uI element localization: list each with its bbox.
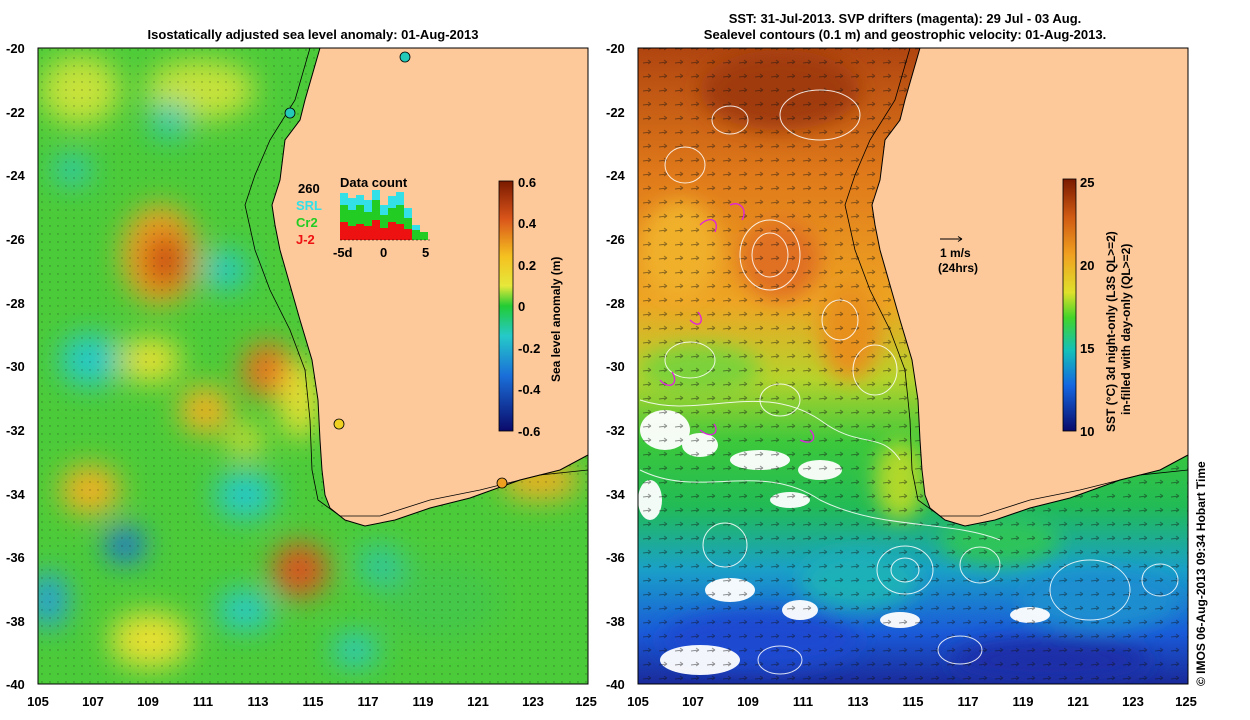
svg-text:-34: -34 [606,487,626,502]
sla-tick-6: -0.6 [518,424,540,439]
svg-text:117: 117 [958,694,979,709]
svg-text:-30: -30 [606,359,625,374]
svg-text:117: 117 [358,694,379,709]
svg-text:113: 113 [248,694,269,709]
inset-legend-cr2: Cr2 [296,215,318,230]
svg-text:119: 119 [413,694,434,709]
svg-text:107: 107 [82,694,104,709]
svg-text:121: 121 [467,694,489,709]
svg-text:123: 123 [1122,694,1144,709]
svg-text:105: 105 [627,694,649,709]
sst-tick-2: 15 [1080,341,1094,356]
inset-xtick-2: 5 [422,245,429,260]
inset-xtick-0: -5d [333,245,353,260]
svg-text:109: 109 [737,694,759,709]
sst-colorbar [1062,178,1077,432]
svg-text:-26: -26 [606,232,625,247]
inset-legend-j2: J-2 [296,232,315,247]
sst-colorbar-label-1: SST (°C) 3d night-only (L3S QL>=2) [1104,231,1118,432]
svg-text:-36: -36 [606,550,625,565]
inset-xtick-1: 0 [380,245,387,260]
shelf-contour [244,48,588,517]
sla-tick-1: 0.4 [518,216,537,231]
coastline [271,48,588,527]
svg-text:-36: -36 [6,550,25,565]
svg-text:-22: -22 [6,105,25,120]
svg-text:-40: -40 [606,677,625,692]
left-lon-ticks: 105 107 109 111 113 115 117 119 121 123 … [27,694,597,709]
svg-text:-38: -38 [606,614,625,629]
sst-tick-1: 20 [1080,258,1094,273]
svg-text:-24: -24 [606,168,626,183]
svg-text:-22: -22 [606,105,625,120]
svg-text:-20: -20 [6,41,25,56]
svg-text:125: 125 [575,694,597,709]
sla-tick-2: 0.2 [518,258,536,273]
svg-text:111: 111 [193,694,213,709]
svg-text:-28: -28 [606,296,625,311]
svg-text:125: 125 [1175,694,1197,709]
velocity-scale-sub: (24hrs) [938,261,978,275]
svg-text:121: 121 [1067,694,1089,709]
velocity-scale-label: 1 m/s [940,246,971,260]
svg-text:-32: -32 [6,423,25,438]
sst-tick-3: 10 [1080,424,1094,439]
svg-text:-26: -26 [6,232,25,247]
inset-legend-srl: SRL [296,198,322,213]
sst-tick-0: 25 [1080,175,1094,190]
svg-text:-30: -30 [6,359,25,374]
right-map-title-line2: Sealevel contours (0.1 m) and geostrophi… [703,27,1107,42]
sea-level-anomaly-field [38,48,588,684]
credit-text: © IMOS 06-Aug-2013 09:34 Hobart Time [1194,461,1208,686]
svg-text:107: 107 [682,694,704,709]
data-count-histogram [340,190,430,241]
svg-text:-28: -28 [6,296,25,311]
sla-colorbar-label: Sea level anomaly (m) [549,257,563,382]
svg-text:-24: -24 [6,168,26,183]
sst-colorbar-label-2: in-filled with day-only (QL>=2) [1119,244,1133,415]
svg-text:115: 115 [303,694,324,709]
right-lon-ticks: 105 107 109 111 113 115 117 119 121 123 … [627,694,1197,709]
right-lat-ticks: -20 -22 -24 -26 -28 -30 -32 -34 -36 -38 … [606,41,626,692]
svg-text:123: 123 [522,694,544,709]
sla-tick-5: -0.4 [518,382,541,397]
shelf-contour-right [844,48,1188,517]
svg-text:-40: -40 [6,677,25,692]
sla-tick-3: 0 [518,299,525,314]
inset-count: 260 [298,181,320,196]
sla-tick-4: -0.2 [518,341,540,356]
sla-tick-0: 0.6 [518,175,536,190]
svg-text:105: 105 [27,694,49,709]
sst-field [638,48,1188,684]
svg-text:-34: -34 [6,487,26,502]
svg-text:-20: -20 [606,41,625,56]
inset-title: Data count [340,175,408,190]
right-map-title-line1: SST: 31-Jul-2013. SVP drifters (magenta)… [728,11,1082,26]
svg-text:-38: -38 [6,614,25,629]
svg-text:111: 111 [793,694,813,709]
svg-text:119: 119 [1013,694,1034,709]
left-lat-ticks: -20 -22 -24 -26 -28 -30 -32 -34 -36 -38 … [6,41,26,692]
svg-text:113: 113 [848,694,869,709]
australia-land-right [872,48,1188,526]
svg-text:109: 109 [137,694,159,709]
coastline-right [871,48,1188,527]
sla-colorbar [498,180,514,432]
left-map-title: Isostatically adjusted sea level anomaly… [147,27,479,42]
velocity-scale-arrow [940,236,963,242]
svg-text:-32: -32 [606,423,625,438]
svg-text:115: 115 [903,694,924,709]
